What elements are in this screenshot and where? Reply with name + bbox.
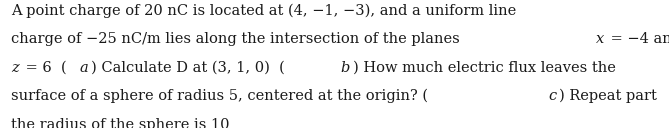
- Text: x: x: [595, 32, 604, 46]
- Text: z: z: [11, 61, 19, 75]
- Text: = 6  (: = 6 (: [21, 61, 66, 75]
- Text: c: c: [549, 89, 557, 103]
- Text: ) Calculate D at (3, 1, 0)  (: ) Calculate D at (3, 1, 0) (: [91, 61, 284, 75]
- Text: ) How much electric flux leaves the: ) How much electric flux leaves the: [353, 61, 616, 75]
- Text: b: b: [341, 61, 351, 75]
- Text: a: a: [80, 61, 88, 75]
- Text: ) Repeat part: ) Repeat part: [559, 89, 662, 103]
- Text: surface of a sphere of radius 5, centered at the origin? (: surface of a sphere of radius 5, centere…: [11, 89, 427, 103]
- Text: A point charge of 20 nC is located at (4, −1, −3), and a uniform line: A point charge of 20 nC is located at (4…: [11, 4, 516, 18]
- Text: the radius of the sphere is 10: the radius of the sphere is 10: [11, 118, 229, 128]
- Text: charge of −25 nC/m lies along the intersection of the planes: charge of −25 nC/m lies along the inters…: [11, 32, 464, 46]
- Text: = −4 and: = −4 and: [606, 32, 669, 46]
